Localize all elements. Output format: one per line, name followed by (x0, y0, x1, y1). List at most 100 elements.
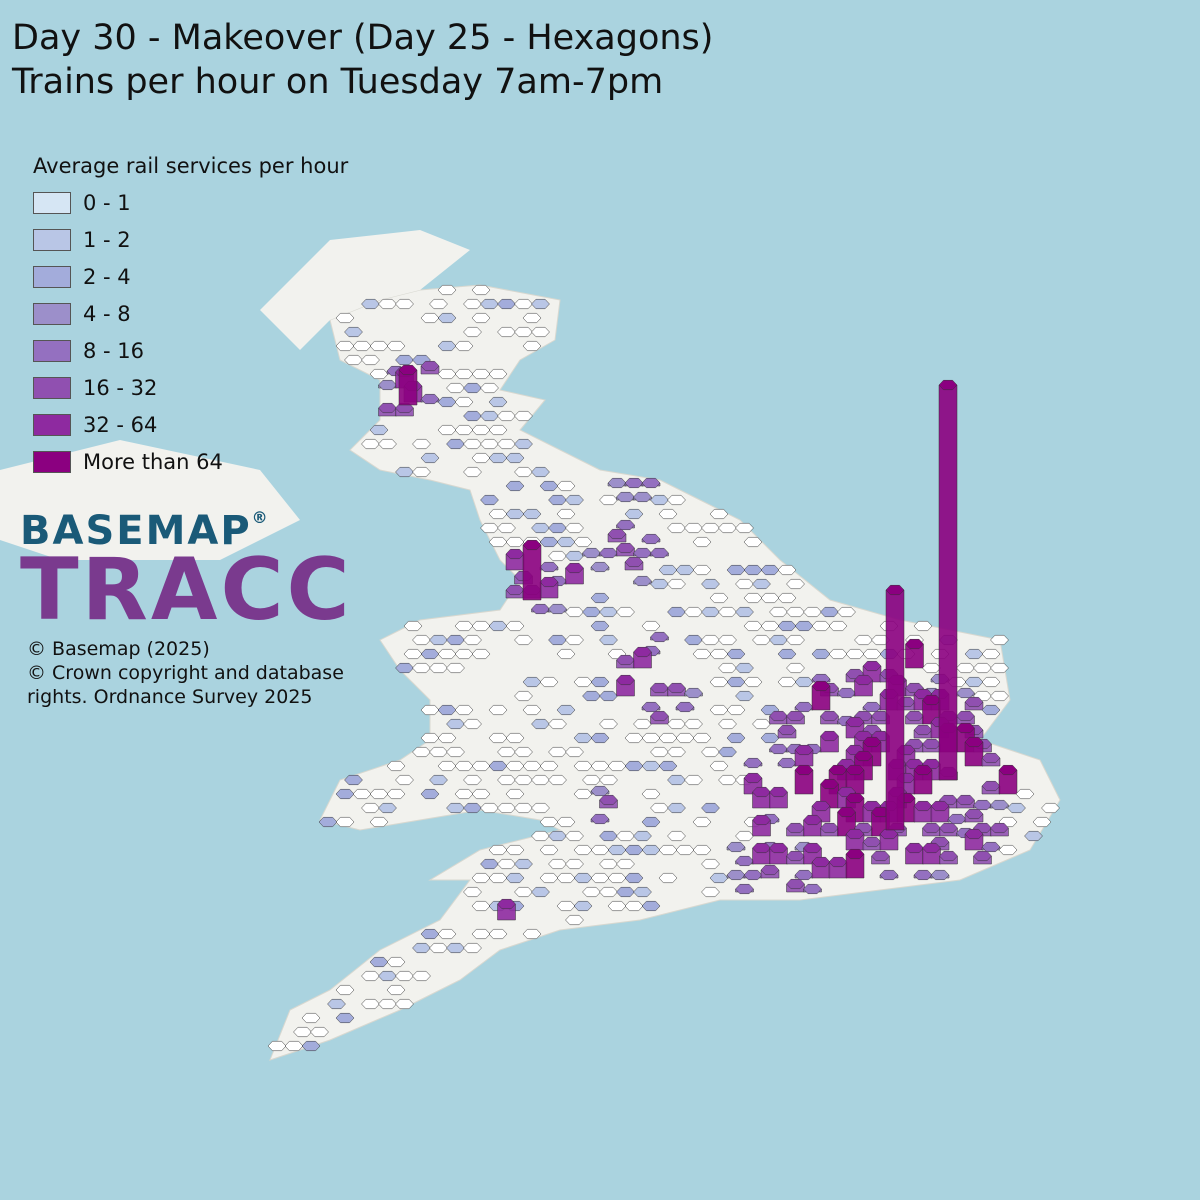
hex (837, 606, 856, 618)
hex (590, 561, 610, 573)
hex (437, 284, 457, 296)
hex (658, 732, 678, 744)
hex (845, 648, 865, 660)
hex (658, 760, 678, 772)
hex (684, 687, 703, 699)
hex (522, 760, 542, 772)
hex (488, 452, 508, 464)
hex (947, 813, 967, 825)
hex (760, 732, 780, 744)
hex (709, 592, 729, 604)
hex (760, 564, 780, 576)
hex (505, 760, 525, 772)
hex (599, 830, 618, 842)
hex (361, 998, 380, 1010)
hex (531, 466, 550, 478)
hex (803, 883, 822, 895)
hex (964, 676, 984, 688)
hex (361, 354, 380, 366)
hex (369, 340, 389, 352)
hex (412, 746, 431, 758)
hex (471, 368, 491, 380)
hex (650, 631, 669, 643)
hex (573, 676, 593, 688)
hex (480, 382, 499, 394)
hex (726, 564, 746, 576)
hex (539, 760, 559, 772)
hex (590, 676, 610, 688)
hex (488, 424, 508, 436)
hex (607, 760, 627, 772)
hex (803, 842, 822, 854)
hex (378, 998, 397, 1010)
hex (293, 1026, 312, 1038)
hex (463, 802, 482, 814)
hex (845, 828, 865, 840)
hex (505, 844, 525, 856)
hex (522, 508, 542, 520)
hex (641, 760, 661, 772)
hex (573, 900, 593, 912)
hex (990, 634, 1009, 646)
legend-label: 32 - 64 (83, 413, 158, 437)
hex (769, 634, 788, 646)
hex (786, 578, 805, 590)
hex (582, 547, 601, 559)
hex (794, 676, 814, 688)
hex (641, 816, 661, 828)
hex (939, 850, 958, 862)
hex (556, 480, 576, 492)
hex (743, 757, 763, 769)
hex (514, 466, 533, 478)
legend-title: Average rail services per hour (33, 154, 349, 178)
hex (820, 710, 839, 722)
hex (616, 542, 635, 554)
hex (871, 850, 890, 862)
hex (624, 477, 644, 489)
hex (480, 410, 499, 422)
hex (633, 575, 652, 587)
hex (531, 718, 550, 730)
hex (701, 802, 720, 814)
hex (803, 814, 822, 826)
hex (454, 340, 474, 352)
hex (488, 536, 508, 548)
hex (403, 648, 423, 660)
hex (607, 900, 627, 912)
legend-item: 1 - 2 (33, 227, 131, 253)
hex (667, 746, 686, 758)
hex (599, 494, 618, 506)
hex (582, 886, 601, 898)
hex (667, 522, 686, 534)
hex (514, 326, 533, 338)
hex (650, 746, 669, 758)
hex (395, 662, 414, 674)
hex (429, 746, 448, 758)
hex (463, 298, 482, 310)
hex (590, 592, 610, 604)
hex (1007, 802, 1026, 814)
hex (386, 956, 406, 968)
hex (539, 844, 559, 856)
hex (573, 732, 593, 744)
hex (488, 620, 508, 632)
hex (514, 634, 533, 646)
hex (463, 410, 482, 422)
hex (820, 730, 839, 742)
hex (539, 872, 559, 884)
hex (548, 746, 567, 758)
hex (284, 1040, 304, 1052)
hex (267, 1040, 287, 1052)
hex (616, 830, 635, 842)
hex (684, 774, 703, 786)
hex (412, 466, 431, 478)
hex (743, 564, 763, 576)
hex (811, 800, 831, 812)
hex (964, 696, 984, 708)
hex (565, 550, 584, 562)
hex (412, 662, 431, 674)
hex (786, 606, 805, 618)
hex (412, 942, 431, 954)
hex (514, 886, 533, 898)
hex (565, 634, 584, 646)
